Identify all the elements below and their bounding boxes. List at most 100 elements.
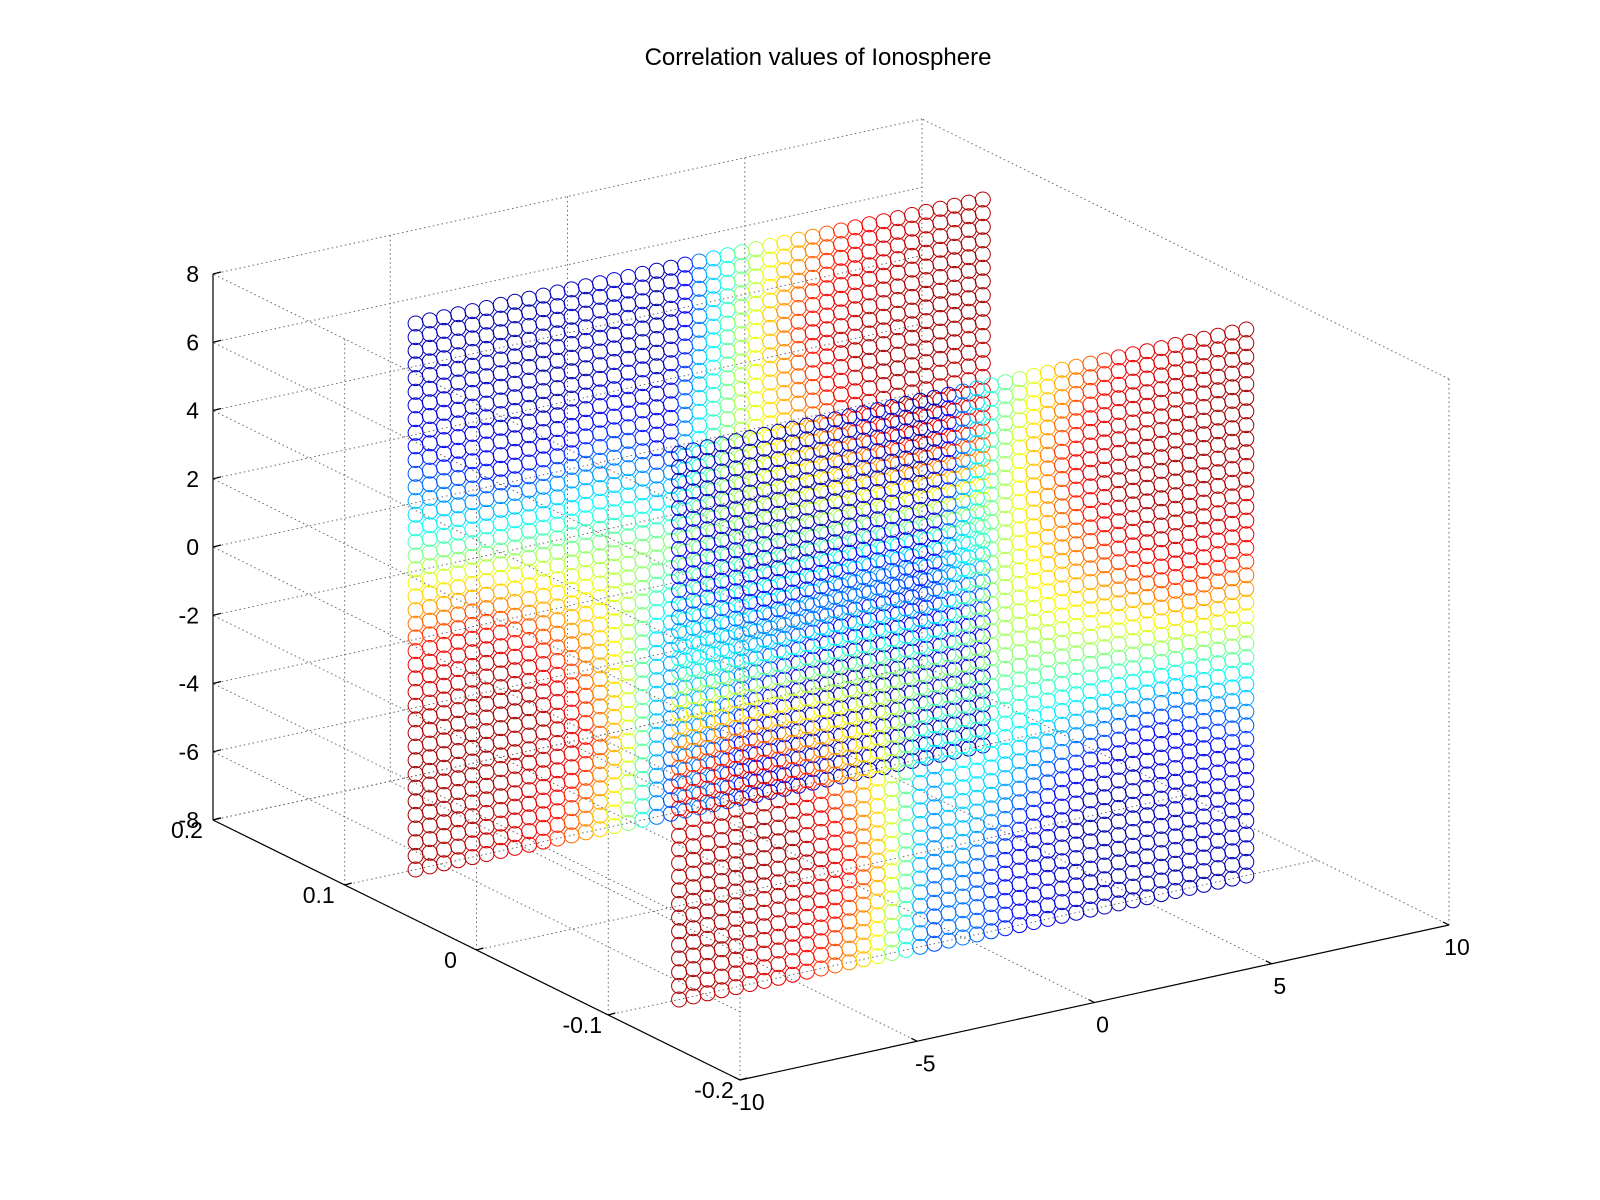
x-tick-mark bbox=[733, 1076, 741, 1081]
scatter-point bbox=[506, 607, 523, 624]
scatter-point bbox=[968, 435, 985, 451]
scatter-point bbox=[563, 704, 580, 721]
scatter-point bbox=[756, 768, 773, 785]
scatter-point bbox=[813, 755, 829, 772]
scatter-point bbox=[756, 659, 773, 675]
scatter-point bbox=[1082, 464, 1099, 481]
scatter-point bbox=[549, 748, 566, 765]
scatter-point bbox=[549, 571, 566, 588]
scatter-point bbox=[620, 569, 637, 586]
scatter-point bbox=[1224, 829, 1241, 846]
scatter-point bbox=[492, 529, 509, 545]
scatter-point bbox=[813, 878, 829, 895]
scatter-point bbox=[713, 559, 730, 575]
scatter-point bbox=[1153, 353, 1170, 370]
scatter-point bbox=[1238, 362, 1255, 379]
scatter-point bbox=[742, 470, 758, 487]
scatter-point bbox=[770, 478, 787, 495]
scatter-point bbox=[620, 692, 637, 709]
scatter-point bbox=[1054, 716, 1070, 733]
scatter-point bbox=[478, 654, 495, 671]
scatter-point bbox=[912, 856, 929, 873]
scatter-point bbox=[1139, 452, 1156, 469]
scatter-point bbox=[1054, 443, 1070, 460]
scatter-point bbox=[436, 473, 452, 490]
scatter-point bbox=[719, 356, 736, 373]
scatter-point bbox=[1096, 652, 1113, 669]
scatter-point bbox=[855, 664, 872, 681]
scatter-point bbox=[713, 914, 730, 930]
scatter-point bbox=[798, 499, 815, 516]
scatter-point bbox=[904, 261, 920, 278]
scatter-point bbox=[421, 517, 438, 534]
y-tick-label: 0 bbox=[444, 947, 457, 973]
scatter-point bbox=[784, 816, 801, 833]
scatter-point bbox=[912, 638, 929, 655]
scatter-point bbox=[1124, 605, 1141, 622]
scatter-point bbox=[997, 729, 1014, 746]
scatter-point bbox=[898, 887, 914, 904]
scatter-point bbox=[620, 555, 637, 572]
scatter-point bbox=[606, 340, 623, 357]
scatter-point bbox=[606, 504, 623, 521]
scatter-point bbox=[450, 811, 467, 828]
scatter-point bbox=[932, 350, 949, 367]
scatter-point bbox=[983, 868, 1000, 885]
scatter-point bbox=[827, 861, 844, 878]
scatter-point bbox=[968, 557, 985, 574]
scatter-point bbox=[1011, 917, 1028, 934]
scatter-point bbox=[1039, 747, 1056, 764]
scatter-point bbox=[912, 802, 929, 819]
scatter-point bbox=[784, 652, 801, 669]
scatter-point bbox=[869, 784, 886, 801]
scatter-point bbox=[685, 892, 702, 909]
scatter-point bbox=[563, 527, 580, 544]
scatter-point bbox=[727, 938, 744, 955]
scatter-point bbox=[1139, 520, 1156, 537]
scatter-point bbox=[1139, 356, 1156, 373]
scatter-point bbox=[549, 448, 566, 465]
scatter-point bbox=[1068, 891, 1085, 908]
scatter-point bbox=[855, 923, 872, 940]
scatter-point bbox=[1054, 866, 1070, 883]
scatter-point bbox=[677, 420, 694, 437]
scatter-point bbox=[847, 383, 864, 400]
scatter-point bbox=[1195, 330, 1212, 347]
scatter-point bbox=[549, 434, 566, 451]
scatter-point bbox=[875, 377, 892, 393]
scatter-point bbox=[521, 468, 538, 485]
scatter-point bbox=[926, 812, 943, 829]
scatter-point bbox=[968, 694, 985, 711]
scatter-point bbox=[699, 603, 716, 620]
scatter-point bbox=[790, 245, 807, 262]
scatter-point bbox=[827, 820, 844, 837]
scatter-point bbox=[713, 654, 730, 671]
scatter-point bbox=[918, 244, 935, 261]
scatter-point bbox=[685, 660, 702, 677]
scatter-point bbox=[742, 866, 758, 883]
scatter-point bbox=[898, 723, 914, 740]
scatter-point bbox=[983, 718, 1000, 735]
scatter-point bbox=[1025, 804, 1042, 821]
scatter-point bbox=[1238, 539, 1255, 556]
chart-title: Correlation values of Ionosphere bbox=[645, 44, 992, 71]
scatter-point bbox=[997, 892, 1014, 909]
scatter-point bbox=[685, 770, 702, 786]
scatter-point bbox=[804, 256, 821, 272]
scatter-point bbox=[713, 463, 730, 480]
scatter-point bbox=[634, 279, 651, 296]
scatter-point bbox=[521, 713, 538, 730]
scatter-point bbox=[742, 935, 758, 951]
scatter-point bbox=[855, 705, 872, 722]
scatter-point bbox=[478, 463, 495, 480]
scatter-point bbox=[1096, 420, 1113, 437]
scatter-point bbox=[813, 946, 829, 963]
scatter-point bbox=[685, 879, 702, 896]
scatter-point bbox=[770, 901, 787, 918]
scatter-point bbox=[592, 793, 608, 810]
scatter-point bbox=[677, 283, 694, 300]
scatter-point bbox=[827, 643, 844, 660]
scatter-point bbox=[1039, 515, 1056, 531]
scatter-point bbox=[563, 390, 580, 407]
scatter-point bbox=[648, 672, 665, 689]
